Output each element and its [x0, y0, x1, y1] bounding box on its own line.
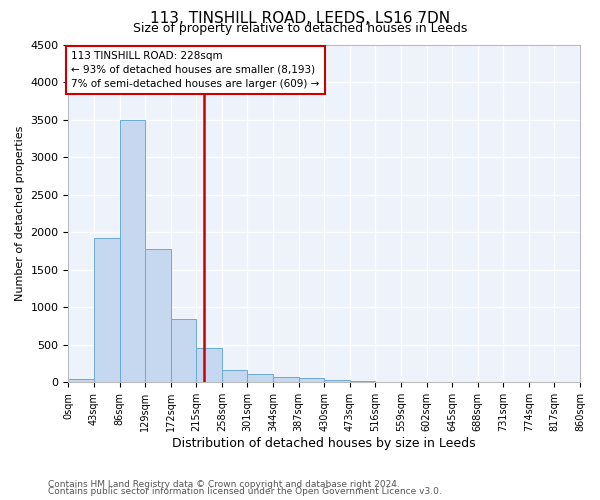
Text: Size of property relative to detached houses in Leeds: Size of property relative to detached ho… [133, 22, 467, 35]
Bar [171, 318, 196, 382]
Bar [273, 376, 299, 382]
Bar [299, 378, 324, 382]
Text: Contains public sector information licensed under the Open Government Licence v3: Contains public sector information licen… [48, 487, 442, 496]
Text: 113, TINSHILL ROAD, LEEDS, LS16 7DN: 113, TINSHILL ROAD, LEEDS, LS16 7DN [150, 11, 450, 26]
Bar [324, 380, 350, 382]
Text: Contains HM Land Registry data © Crown copyright and database right 2024.: Contains HM Land Registry data © Crown c… [48, 480, 400, 489]
Bar [119, 120, 145, 382]
Y-axis label: Number of detached properties: Number of detached properties [15, 126, 25, 302]
X-axis label: Distribution of detached houses by size in Leeds: Distribution of detached houses by size … [172, 437, 476, 450]
Bar [350, 381, 376, 382]
Bar [68, 378, 94, 382]
Text: 113 TINSHILL ROAD: 228sqm
← 93% of detached houses are smaller (8,193)
7% of sem: 113 TINSHILL ROAD: 228sqm ← 93% of detac… [71, 51, 320, 89]
Bar [247, 374, 273, 382]
Bar [196, 348, 222, 382]
Bar [222, 370, 247, 382]
Bar [145, 249, 171, 382]
Bar [94, 238, 119, 382]
